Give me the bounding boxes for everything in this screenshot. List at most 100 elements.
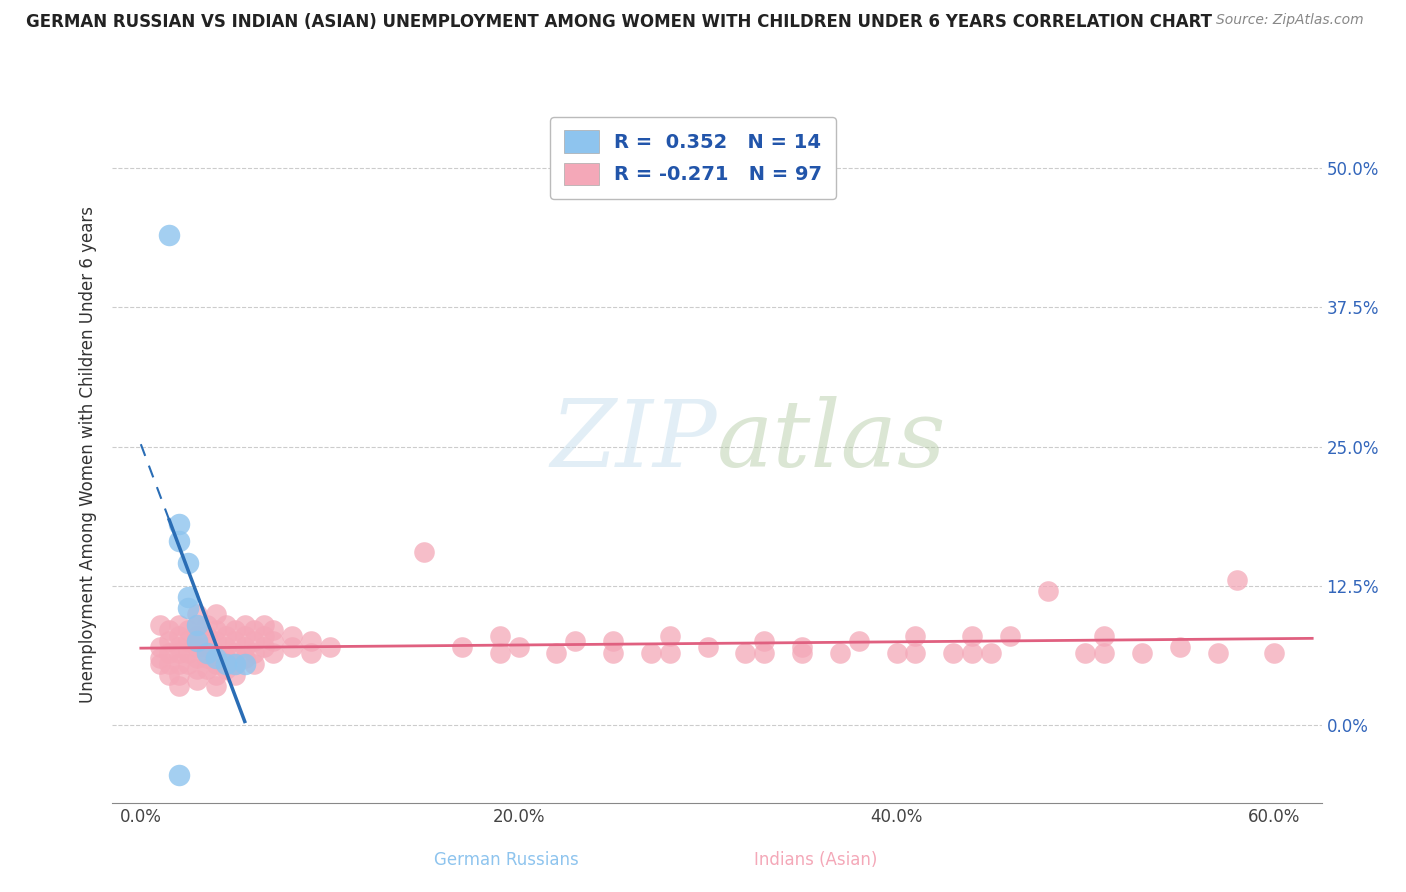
Point bbox=[186, 617, 208, 632]
Point bbox=[413, 545, 436, 559]
Point bbox=[186, 662, 208, 676]
Point bbox=[186, 629, 208, 643]
Point bbox=[281, 640, 304, 654]
Point bbox=[980, 646, 1002, 660]
Point bbox=[488, 629, 510, 643]
Point bbox=[224, 657, 246, 671]
Point bbox=[149, 640, 172, 654]
Point bbox=[177, 646, 200, 660]
Point bbox=[167, 768, 190, 782]
Point bbox=[205, 651, 228, 665]
Point bbox=[960, 629, 983, 643]
Point bbox=[754, 634, 776, 648]
Point bbox=[508, 640, 530, 654]
Point bbox=[848, 634, 870, 648]
Point bbox=[157, 646, 180, 660]
Point bbox=[233, 640, 256, 654]
Point bbox=[319, 640, 342, 654]
Point bbox=[157, 634, 180, 648]
Point bbox=[157, 657, 180, 671]
Point bbox=[186, 617, 208, 632]
Point bbox=[1263, 646, 1285, 660]
Point bbox=[149, 651, 172, 665]
Point bbox=[564, 634, 586, 648]
Legend: R =  0.352   N = 14, R = -0.271   N = 97: R = 0.352 N = 14, R = -0.271 N = 97 bbox=[550, 117, 835, 199]
Point bbox=[215, 651, 238, 665]
Point bbox=[253, 640, 276, 654]
Point bbox=[215, 617, 238, 632]
Point bbox=[253, 617, 276, 632]
Text: German Russians: German Russians bbox=[434, 851, 578, 869]
Point bbox=[177, 601, 200, 615]
Point bbox=[157, 667, 180, 681]
Point bbox=[167, 667, 190, 681]
Text: ZIP: ZIP bbox=[550, 396, 717, 486]
Point bbox=[243, 634, 266, 648]
Point bbox=[1206, 646, 1229, 660]
Point bbox=[546, 646, 568, 660]
Point bbox=[828, 646, 851, 660]
Point bbox=[262, 624, 284, 638]
Point bbox=[998, 629, 1021, 643]
Point bbox=[224, 667, 246, 681]
Point bbox=[658, 646, 681, 660]
Point bbox=[224, 624, 246, 638]
Text: Indians (Asian): Indians (Asian) bbox=[754, 851, 877, 869]
Point bbox=[195, 651, 218, 665]
Point bbox=[960, 646, 983, 660]
Point bbox=[233, 657, 256, 671]
Point bbox=[886, 646, 908, 660]
Point bbox=[186, 634, 208, 648]
Y-axis label: Unemployment Among Women with Children Under 6 years: Unemployment Among Women with Children U… bbox=[79, 206, 97, 704]
Point bbox=[942, 646, 965, 660]
Point bbox=[205, 667, 228, 681]
Point bbox=[167, 617, 190, 632]
Point bbox=[243, 646, 266, 660]
Point bbox=[167, 517, 190, 532]
Point bbox=[195, 662, 218, 676]
Point bbox=[177, 590, 200, 604]
Point bbox=[1226, 573, 1249, 587]
Point bbox=[205, 624, 228, 638]
Point bbox=[177, 557, 200, 571]
Point bbox=[186, 640, 208, 654]
Point bbox=[658, 629, 681, 643]
Point bbox=[754, 646, 776, 660]
Point bbox=[167, 534, 190, 549]
Text: Source: ZipAtlas.com: Source: ZipAtlas.com bbox=[1216, 13, 1364, 28]
Point bbox=[602, 646, 624, 660]
Point bbox=[224, 634, 246, 648]
Point bbox=[186, 673, 208, 688]
Point bbox=[186, 607, 208, 621]
Point bbox=[281, 629, 304, 643]
Point bbox=[904, 629, 927, 643]
Point bbox=[177, 624, 200, 638]
Point bbox=[149, 617, 172, 632]
Point bbox=[205, 646, 228, 660]
Point bbox=[262, 634, 284, 648]
Point bbox=[451, 640, 474, 654]
Point bbox=[1168, 640, 1191, 654]
Point bbox=[186, 651, 208, 665]
Point bbox=[167, 646, 190, 660]
Point bbox=[299, 634, 322, 648]
Point bbox=[167, 629, 190, 643]
Point bbox=[488, 646, 510, 660]
Point bbox=[157, 624, 180, 638]
Point bbox=[790, 646, 813, 660]
Point bbox=[1074, 646, 1097, 660]
Point bbox=[262, 646, 284, 660]
Text: GERMAN RUSSIAN VS INDIAN (ASIAN) UNEMPLOYMENT AMONG WOMEN WITH CHILDREN UNDER 6 : GERMAN RUSSIAN VS INDIAN (ASIAN) UNEMPLO… bbox=[25, 13, 1212, 31]
Point bbox=[195, 629, 218, 643]
Point bbox=[734, 646, 756, 660]
Point bbox=[215, 662, 238, 676]
Point bbox=[205, 657, 228, 671]
Point bbox=[243, 624, 266, 638]
Point bbox=[224, 646, 246, 660]
Point bbox=[167, 657, 190, 671]
Point bbox=[1130, 646, 1153, 660]
Point bbox=[215, 657, 238, 671]
Point bbox=[243, 657, 266, 671]
Point bbox=[224, 657, 246, 671]
Point bbox=[205, 634, 228, 648]
